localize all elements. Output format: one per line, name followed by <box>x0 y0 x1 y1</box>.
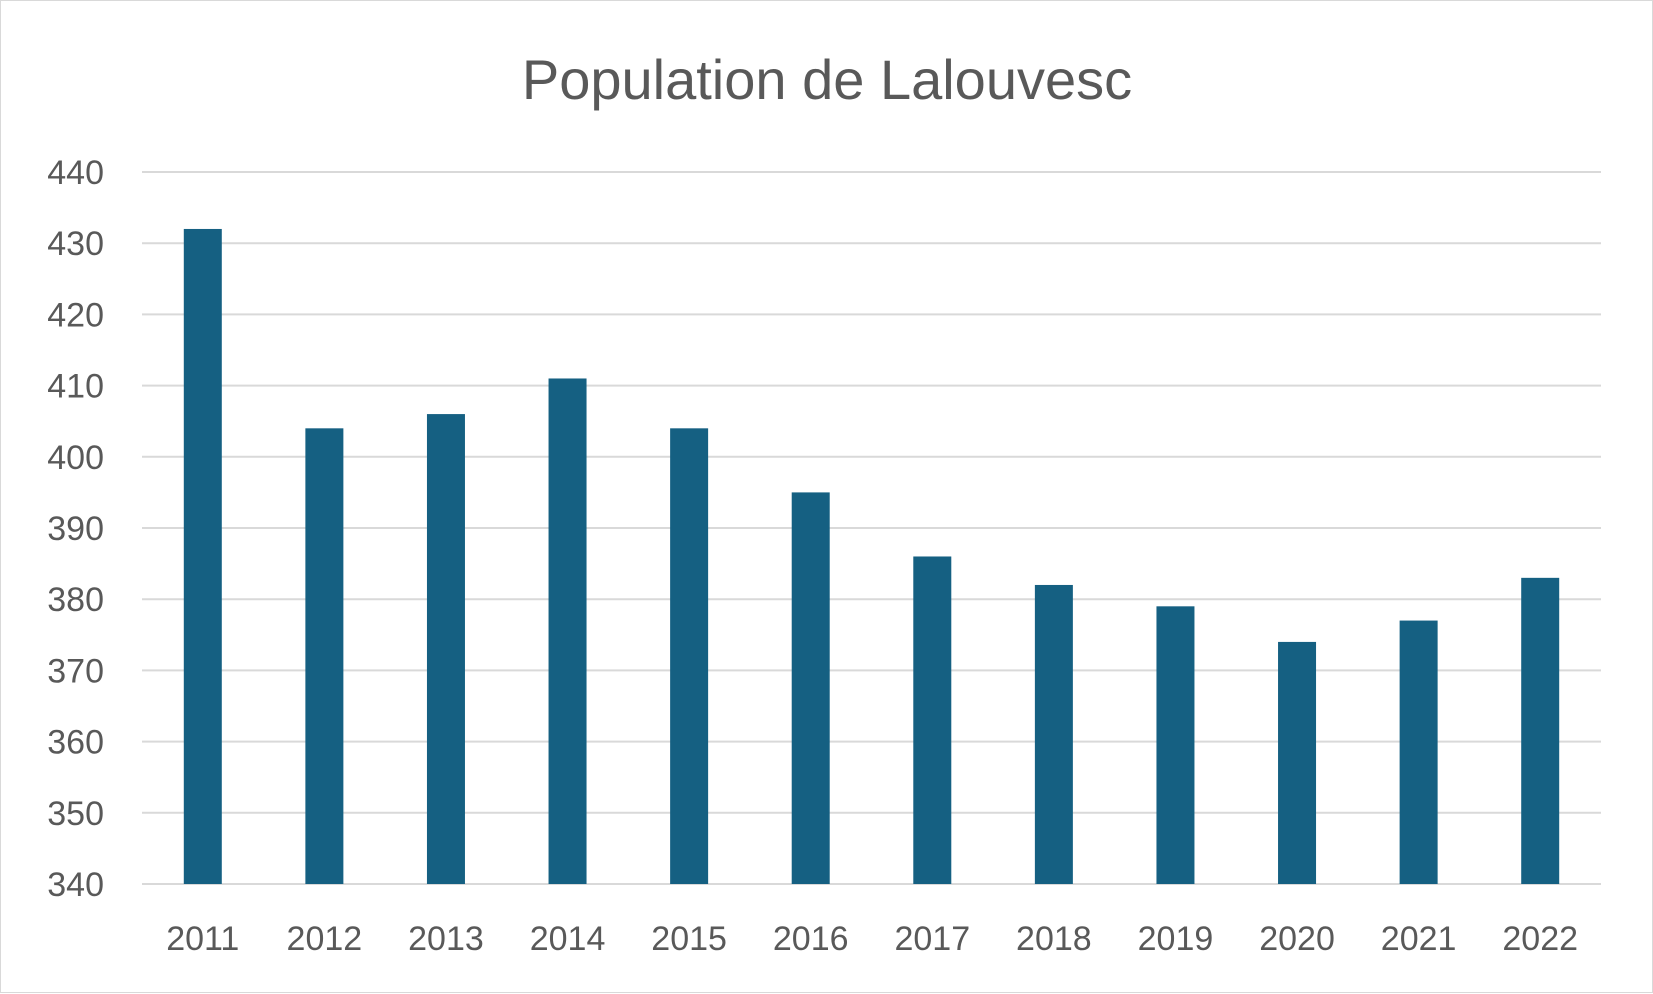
bar-2019 <box>1156 606 1195 884</box>
x-tick-label: 2020 <box>1259 920 1335 958</box>
bar-2020 <box>1278 641 1317 884</box>
y-tick-label: 370 <box>47 652 104 690</box>
y-tick-label: 420 <box>47 296 104 334</box>
bar-2015 <box>670 428 709 884</box>
x-tick-label: 2016 <box>773 920 849 958</box>
x-tick-label: 2019 <box>1138 920 1214 958</box>
y-tick-label: 340 <box>47 866 104 904</box>
x-tick-label: 2017 <box>894 920 970 958</box>
y-tick-label: 390 <box>47 510 104 548</box>
x-tick-label: 2014 <box>530 920 606 958</box>
x-tick-label: 2012 <box>287 920 363 958</box>
y-tick-label: 360 <box>47 724 104 762</box>
x-tick-label: 2021 <box>1381 920 1457 958</box>
x-tick-label: 2011 <box>166 920 239 958</box>
bar-2022 <box>1521 577 1560 884</box>
y-tick-label: 400 <box>47 439 104 477</box>
y-tick-label: 380 <box>47 581 104 619</box>
bar-2014 <box>548 378 587 884</box>
y-tick-label: 410 <box>47 368 104 406</box>
bar-2017 <box>913 556 952 884</box>
y-tick-label: 430 <box>47 225 104 263</box>
x-tick-label: 2015 <box>651 920 727 958</box>
bar-2016 <box>791 492 830 884</box>
bar-2011 <box>183 228 222 884</box>
bar-2012 <box>305 428 344 884</box>
chart-title: Population de Lalouvesc <box>522 48 1132 111</box>
bar-2021 <box>1399 620 1438 884</box>
x-tick-label: 2022 <box>1502 920 1578 958</box>
x-tick-label: 2018 <box>1016 920 1092 958</box>
y-tick-label: 350 <box>47 795 104 833</box>
x-tick-label: 2013 <box>408 920 484 958</box>
bar-2013 <box>426 414 465 884</box>
bar-2018 <box>1034 584 1073 884</box>
y-tick-label: 440 <box>47 154 104 192</box>
